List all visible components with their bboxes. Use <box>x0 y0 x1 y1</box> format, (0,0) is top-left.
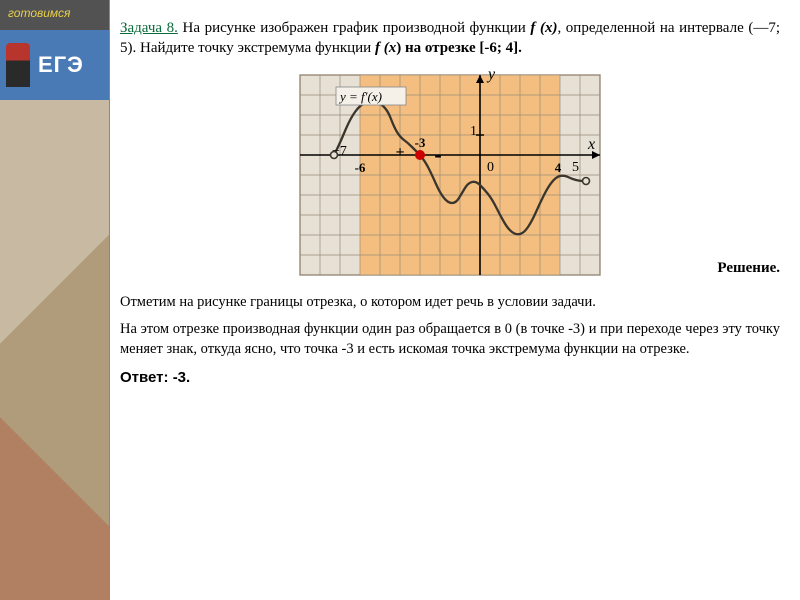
solution-label: Решение. <box>717 260 780 277</box>
svg-text:-: - <box>434 142 441 167</box>
problem-statement: Задача 8. На рисунке изображен график пр… <box>120 18 780 59</box>
solution-para-2: На этом отрезке производная функции один… <box>120 320 780 359</box>
sidebar-decor <box>0 100 109 600</box>
task-label: Задача 8. <box>120 20 178 36</box>
svg-text:-3: -3 <box>415 135 426 150</box>
svg-text:4: 4 <box>555 160 562 175</box>
sidebar-top-label: готовимся <box>0 0 109 30</box>
answer: Ответ: -3. <box>120 369 780 386</box>
derivative-chart: x y 1 0 5 −7 y = f′(x) + --3 -6 4 <box>290 65 610 285</box>
svg-text:1: 1 <box>470 124 477 139</box>
svg-text:x: x <box>587 136 595 153</box>
svg-text:y: y <box>486 66 496 83</box>
svg-text:y = f′(x): y = f′(x) <box>338 89 382 104</box>
content-area: Задача 8. На рисунке изображен график пр… <box>120 18 780 585</box>
problem-text-1: На рисунке изображен график производной … <box>178 20 530 36</box>
sidebar-logo: ЕГЭ <box>0 30 109 100</box>
svg-text:−7: −7 <box>332 144 347 159</box>
fx-2: f (x <box>375 40 396 56</box>
problem-text-3: ) на отрезке [-6; 4]. <box>396 40 522 56</box>
svg-text:+: + <box>395 144 404 161</box>
svg-text:0: 0 <box>487 160 494 175</box>
sidebar: готовимся ЕГЭ <box>0 0 110 600</box>
logo-text: ЕГЭ <box>38 52 84 78</box>
fx-1: f (x) <box>530 20 557 36</box>
svg-text:-6: -6 <box>355 160 366 175</box>
figure-wrap: x y 1 0 5 −7 y = f′(x) + --3 -6 4 Решение. <box>120 65 780 285</box>
solution-para-1: Отметим на рисунке границы отрезка, о ко… <box>120 293 780 313</box>
person-icon <box>6 43 30 87</box>
svg-text:5: 5 <box>572 160 579 175</box>
